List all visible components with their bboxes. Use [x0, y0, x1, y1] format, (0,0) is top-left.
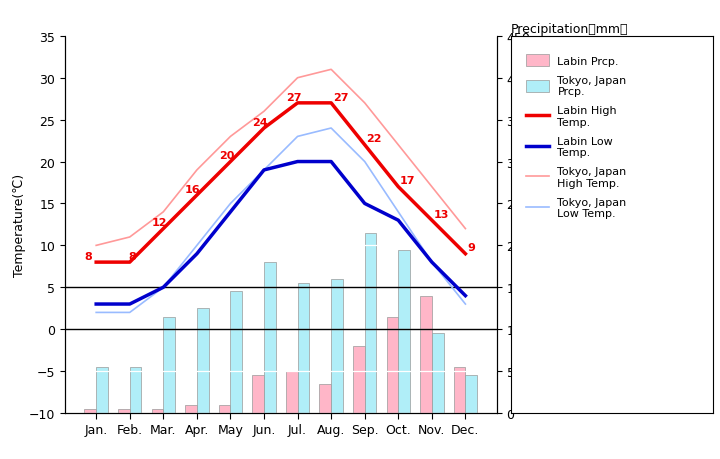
Text: 8: 8: [84, 251, 92, 261]
Bar: [454, 367, 465, 413]
Text: 17: 17: [400, 176, 415, 186]
Bar: [420, 296, 432, 413]
Bar: [320, 384, 331, 413]
Text: 22: 22: [366, 134, 382, 144]
Bar: [84, 409, 96, 413]
Bar: [264, 263, 276, 413]
Text: 24: 24: [252, 118, 268, 128]
Text: Precipitation（mm）: Precipitation（mm）: [511, 23, 629, 36]
Bar: [331, 279, 343, 413]
Y-axis label: Temperature(℃): Temperature(℃): [13, 174, 26, 276]
Text: 8: 8: [128, 251, 136, 261]
Bar: [353, 346, 365, 413]
Bar: [197, 308, 209, 413]
Bar: [465, 375, 477, 413]
Bar: [219, 405, 230, 413]
Legend: Labin Prcp., Tokyo, Japan
Prcp., Labin High
Temp., Labin Low
Temp., Tokyo, Japan: Labin Prcp., Tokyo, Japan Prcp., Labin H…: [521, 50, 632, 224]
Text: 27: 27: [286, 92, 302, 102]
Text: 20: 20: [219, 151, 234, 161]
Bar: [130, 367, 142, 413]
Text: 27: 27: [333, 92, 348, 102]
Bar: [297, 284, 310, 413]
Bar: [163, 317, 175, 413]
Text: 9: 9: [467, 243, 475, 253]
Text: 12: 12: [152, 218, 167, 228]
Bar: [398, 250, 410, 413]
Bar: [286, 371, 297, 413]
Text: 13: 13: [433, 209, 449, 219]
Bar: [152, 409, 163, 413]
Bar: [387, 317, 398, 413]
Bar: [118, 409, 130, 413]
Bar: [230, 292, 242, 413]
Bar: [432, 334, 444, 413]
Bar: [365, 233, 377, 413]
Bar: [96, 367, 108, 413]
Bar: [185, 405, 197, 413]
Bar: [252, 375, 264, 413]
Text: 16: 16: [185, 185, 201, 194]
